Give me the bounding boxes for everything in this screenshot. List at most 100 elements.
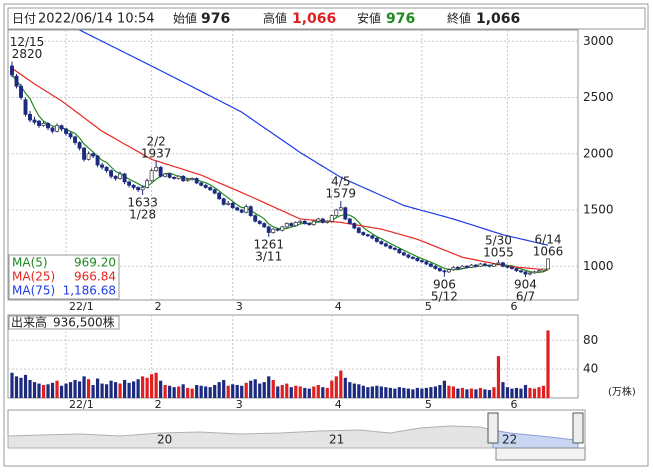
candle-body xyxy=(519,270,523,273)
volume-bar xyxy=(271,379,275,398)
volume-bar xyxy=(438,385,442,398)
volume-bar xyxy=(460,387,465,398)
candle-body xyxy=(113,175,118,179)
volume-bar xyxy=(226,385,230,398)
annotation-date: 6/7 xyxy=(516,290,535,304)
candle-body xyxy=(546,258,550,270)
x-tick-label: 5 xyxy=(425,398,432,411)
x-tick-label: 22/1 xyxy=(69,398,94,411)
candle-body xyxy=(59,125,64,130)
candle-body xyxy=(487,264,492,267)
navigator-handle[interactable] xyxy=(572,412,584,444)
volume-bar xyxy=(348,382,352,398)
navigator[interactable]: 20 21 22 xyxy=(7,409,586,461)
navigator-handle[interactable] xyxy=(487,412,499,444)
open-label: 始値 xyxy=(173,11,197,26)
volume-bar xyxy=(132,381,136,398)
volume-bar xyxy=(303,387,307,398)
candle-body xyxy=(482,263,487,266)
candle-body xyxy=(221,198,226,205)
annotation-date: 4/5 xyxy=(331,175,350,189)
candle-body xyxy=(73,136,78,143)
volume-title: 出来高 xyxy=(11,315,47,330)
candle-body xyxy=(464,265,469,268)
annotation-date: 2/2 xyxy=(146,134,165,148)
volume-bar xyxy=(289,387,293,398)
candle-body xyxy=(379,241,384,245)
candle-body xyxy=(208,187,213,191)
candle-body xyxy=(28,114,32,121)
candle-body xyxy=(352,223,357,229)
annotation-value: 2820 xyxy=(12,47,43,61)
volume-bar xyxy=(361,385,365,398)
volume-bar xyxy=(258,383,262,398)
volume-bar xyxy=(312,386,316,398)
high-label: 高値 xyxy=(263,11,287,26)
scrollbar-thumb[interactable] xyxy=(495,447,586,461)
candle-body xyxy=(523,271,528,275)
y-tick-label: 2000 xyxy=(583,146,614,160)
candle-body xyxy=(226,202,231,205)
volume-bar xyxy=(388,387,392,398)
candle-body xyxy=(131,184,136,188)
candle-body xyxy=(496,262,501,265)
volume-total: 936,500株 xyxy=(53,315,115,330)
volume-bar xyxy=(424,387,428,398)
candle-body xyxy=(424,261,429,265)
candle-body xyxy=(356,227,361,233)
annotation-value: 1633 xyxy=(127,196,158,210)
candle-body xyxy=(32,119,37,123)
candle-body xyxy=(410,256,415,259)
volume-bar xyxy=(127,382,131,398)
candle-body xyxy=(262,223,267,228)
volume-bar xyxy=(10,372,14,398)
candle-body xyxy=(392,247,397,250)
legend-value: 969.20 xyxy=(74,256,116,270)
x-tick-label: 3 xyxy=(236,398,243,411)
volume-bar xyxy=(14,376,19,398)
volume-bar xyxy=(190,388,194,398)
x-tick-label: 5 xyxy=(425,300,432,313)
volume-bar xyxy=(163,385,167,398)
x-tick-label: 6 xyxy=(510,300,517,313)
volume-bar xyxy=(352,383,356,398)
volume-bar xyxy=(492,387,496,398)
volume-bar xyxy=(519,388,523,398)
annotation-date: 5/12 xyxy=(431,289,458,303)
candle-body xyxy=(541,268,546,272)
volume-bar xyxy=(343,377,347,398)
candle-body xyxy=(199,182,204,186)
candle-body xyxy=(361,232,366,236)
high-value: 1,066 xyxy=(292,11,336,27)
candle-body xyxy=(293,222,298,227)
candle-body xyxy=(289,223,294,227)
candle-body xyxy=(181,175,186,182)
volume-bar xyxy=(465,389,469,398)
candle-body xyxy=(46,123,50,129)
candle-body xyxy=(172,177,177,179)
candle-body xyxy=(370,235,375,239)
candle-body xyxy=(406,254,411,258)
volume-bar xyxy=(523,385,528,398)
candle-body xyxy=(158,166,163,177)
candle-body xyxy=(122,173,127,183)
volume-bar xyxy=(91,385,95,398)
candle-body xyxy=(136,187,141,191)
volume-bar xyxy=(150,374,154,398)
volume-bar xyxy=(235,385,239,398)
candle-body xyxy=(446,269,451,273)
candle-body xyxy=(451,267,456,270)
candle-body xyxy=(149,170,154,182)
x-tick-label: 22/1 xyxy=(69,300,94,313)
volume-bar xyxy=(253,379,257,398)
volume-bar xyxy=(469,388,474,398)
candle-body xyxy=(50,127,55,132)
x-tick-label: 2 xyxy=(155,398,162,411)
candle-body xyxy=(154,166,159,171)
volume-bar xyxy=(50,382,55,398)
candle-body xyxy=(14,75,19,87)
candle-body xyxy=(167,173,172,178)
candle-body xyxy=(419,260,424,263)
close-label: 終値 xyxy=(447,11,471,26)
candle-body xyxy=(505,265,510,268)
